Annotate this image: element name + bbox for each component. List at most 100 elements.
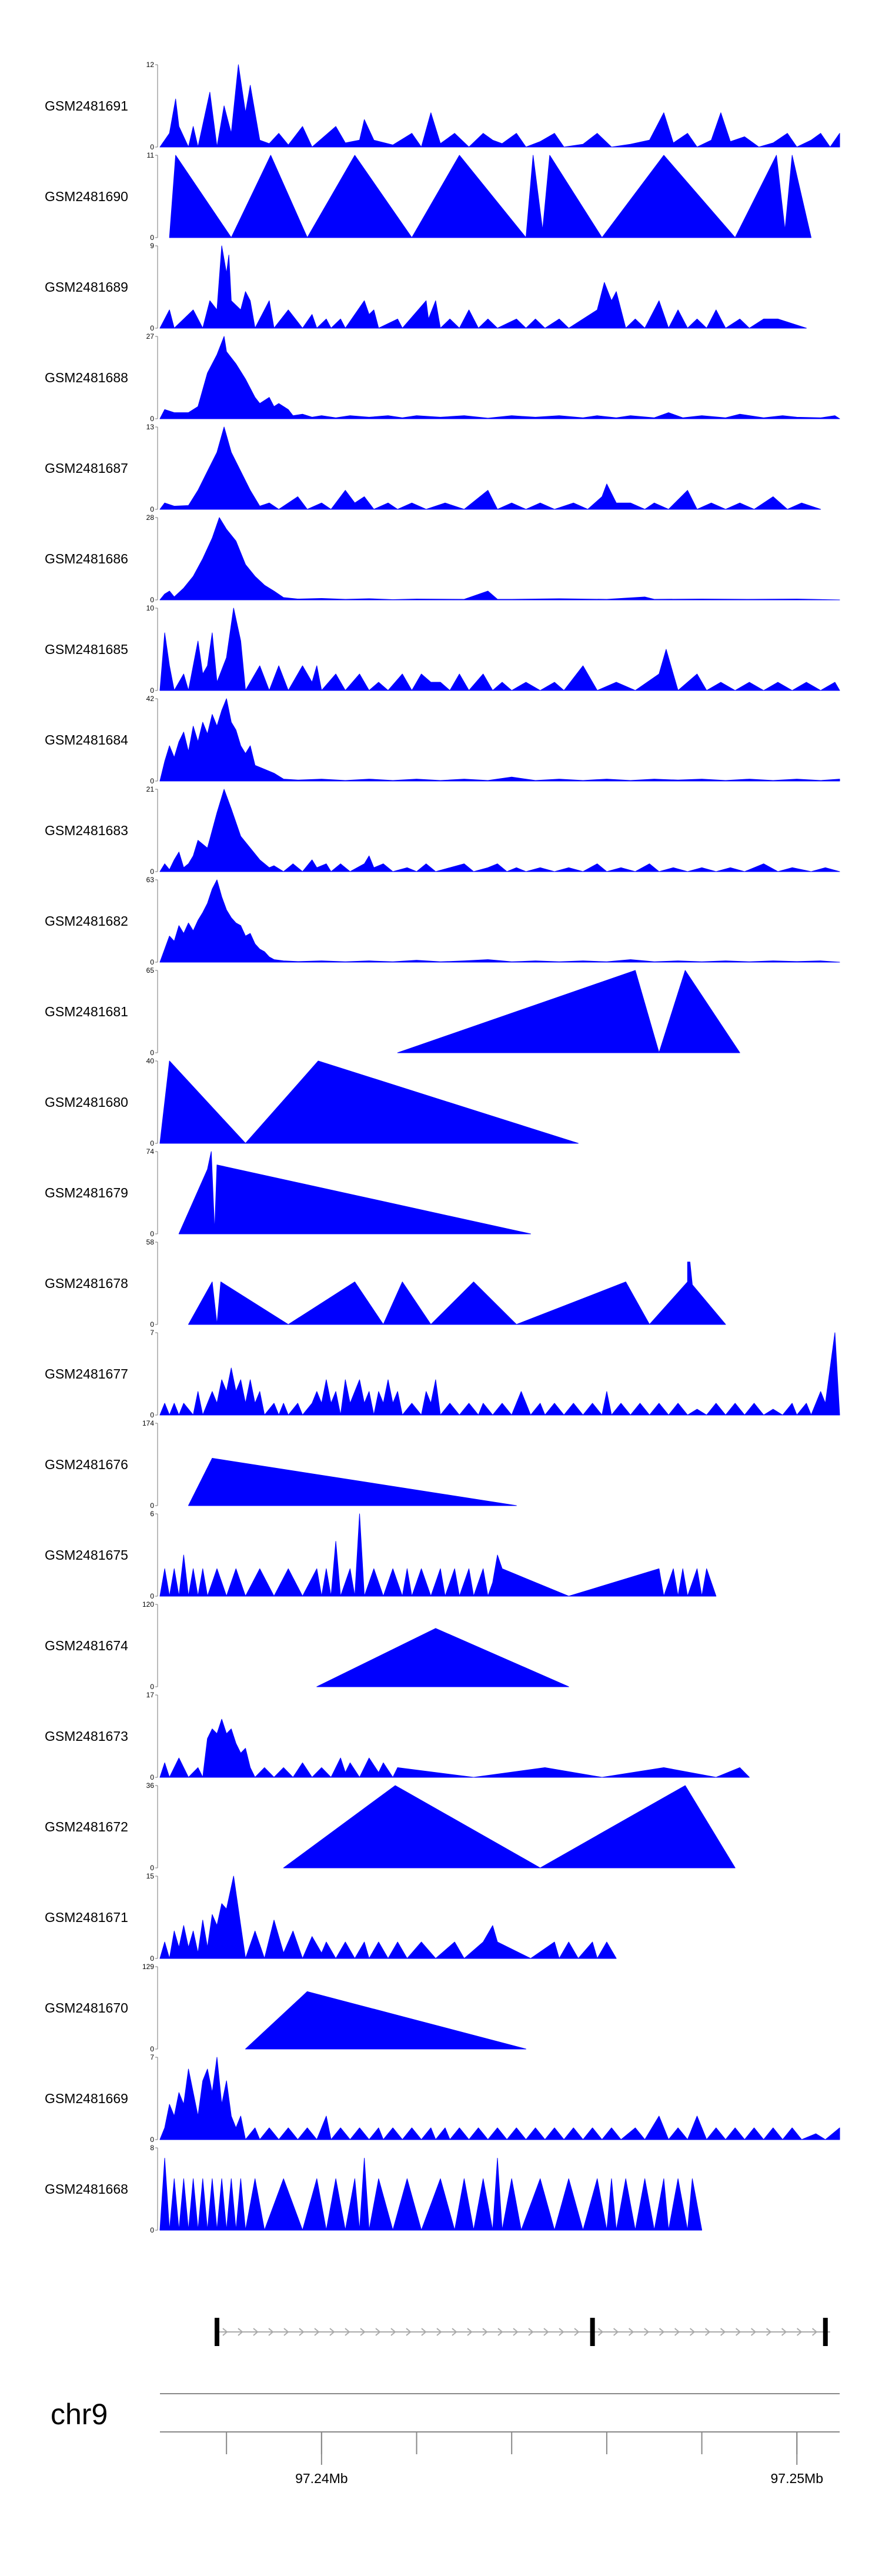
- track-label: GSM2481677: [45, 1366, 128, 1382]
- y-min-label: 0: [150, 143, 154, 151]
- y-min-label: 0: [150, 1049, 154, 1057]
- y-max-label: 7: [150, 2053, 154, 2061]
- track-label: GSM2481679: [45, 1185, 128, 1200]
- track-GSM2481669: GSM2481669 7 0: [45, 2053, 840, 2144]
- coverage-area: [159, 2158, 703, 2231]
- y-max-label: 6: [150, 1510, 154, 1518]
- y-max-label: 10: [146, 604, 155, 612]
- strand-arrow: [559, 2328, 564, 2336]
- strand-arrow: [628, 2328, 634, 2336]
- strand-arrow: [613, 2328, 619, 2336]
- y-min-label: 0: [150, 1139, 154, 1147]
- y-max-label: 12: [146, 61, 155, 69]
- coverage-tracks: GSM2481691120GSM2481690110GSM248168990GS…: [45, 61, 840, 2234]
- strand-arrow: [467, 2328, 473, 2336]
- track-GSM2481674: GSM2481674 120 0: [45, 1600, 569, 1691]
- y-min-label: 0: [150, 2226, 154, 2234]
- track-label: GSM2481683: [45, 823, 128, 838]
- y-max-label: 174: [142, 1419, 154, 1427]
- y-max-label: 17: [146, 1691, 155, 1699]
- strand-arrow: [597, 2328, 604, 2336]
- track-GSM2481677: GSM2481677 7 0: [45, 1329, 840, 1419]
- strand-arrow: [643, 2328, 650, 2336]
- track-label: GSM2481687: [45, 461, 128, 476]
- track-GSM2481673: GSM2481673 17 0: [45, 1691, 750, 1781]
- track-label: GSM2481674: [45, 1638, 128, 1653]
- coverage-area: [159, 245, 807, 329]
- y-max-label: 129: [142, 1963, 154, 1971]
- track-GSM2481668: GSM2481668 8 0: [45, 2144, 703, 2234]
- strand-arrow: [314, 2328, 320, 2336]
- track-GSM2481684: GSM2481684 42 0: [45, 695, 840, 785]
- strand-arrow: [268, 2328, 274, 2336]
- strand-arrow: [360, 2328, 366, 2336]
- track-label: GSM2481691: [45, 98, 128, 114]
- y-max-label: 13: [146, 423, 155, 431]
- y-min-label: 0: [150, 324, 154, 332]
- track-GSM2481687: GSM2481687 13 0: [45, 423, 821, 513]
- y-max-label: 65: [146, 966, 155, 975]
- y-min-label: 0: [150, 1773, 154, 1781]
- axis-tick-label: 97.25Mb: [770, 2471, 823, 2486]
- y-min-label: 0: [150, 777, 154, 785]
- strand-arrow: [750, 2328, 757, 2336]
- strand-arrow: [390, 2328, 396, 2336]
- coverage-area: [159, 879, 840, 963]
- track-label: GSM2481668: [45, 2181, 128, 2197]
- y-min-label: 0: [150, 2045, 154, 2053]
- strand-arrow: [375, 2328, 381, 2336]
- coverage-area: [283, 1785, 736, 1868]
- track-label: GSM2481671: [45, 1910, 128, 1925]
- y-max-label: 120: [142, 1600, 154, 1609]
- track-GSM2481689: GSM2481689 9 0: [45, 242, 807, 332]
- track-GSM2481681: GSM2481681 65 0: [45, 966, 740, 1057]
- y-min-label: 0: [150, 1501, 154, 1510]
- exon-block: [823, 2318, 828, 2346]
- coverage-area: [159, 426, 821, 510]
- gene-model-track: [215, 2318, 830, 2346]
- coverage-area: [159, 698, 840, 782]
- coverage-area: [159, 608, 840, 691]
- strand-arrow: [689, 2328, 696, 2336]
- track-GSM2481680: GSM2481680 40 0: [45, 1057, 579, 1147]
- track-label: GSM2481673: [45, 1729, 128, 1744]
- y-max-label: 42: [146, 695, 155, 703]
- strand-arrow: [436, 2328, 442, 2336]
- coverage-area: [397, 970, 740, 1053]
- coverage-area: [159, 517, 840, 600]
- y-min-label: 0: [150, 1683, 154, 1691]
- y-max-label: 15: [146, 1872, 155, 1880]
- track-label: GSM2481689: [45, 279, 128, 295]
- track-GSM2481685: GSM2481685 10 0: [45, 604, 840, 695]
- y-max-label: 28: [146, 513, 155, 522]
- coverage-area: [159, 1332, 840, 1416]
- coverage-area: [188, 1458, 517, 1506]
- y-min-label: 0: [150, 1592, 154, 1600]
- strand-arrow: [482, 2328, 488, 2336]
- coverage-area: [159, 1513, 717, 1597]
- coverage-area: [245, 1991, 526, 2050]
- track-GSM2481682: GSM2481682 63 0: [45, 876, 840, 966]
- strand-arrow: [574, 2328, 580, 2336]
- track-GSM2481691: GSM2481691 12 0: [45, 61, 840, 151]
- track-GSM2481672: GSM2481672 36 0: [45, 1781, 736, 1872]
- genome-axis-track: chr9 97.24Mb 97.25Mb: [51, 2393, 840, 2486]
- track-label: GSM2481680: [45, 1095, 128, 1110]
- y-min-label: 0: [150, 596, 154, 604]
- y-min-label: 0: [150, 1230, 154, 1238]
- coverage-area: [159, 1719, 750, 1778]
- strand-arrow: [238, 2328, 243, 2336]
- y-min-label: 0: [150, 867, 154, 876]
- y-min-label: 0: [150, 1320, 154, 1329]
- track-label: GSM2481682: [45, 913, 128, 929]
- strand-arrow: [497, 2328, 503, 2336]
- strand-arrow: [283, 2328, 289, 2336]
- track-GSM2481686: GSM2481686 28 0: [45, 513, 840, 604]
- coverage-area: [159, 64, 840, 148]
- strand-arrow: [811, 2328, 818, 2336]
- strand-arrow: [781, 2328, 787, 2336]
- strand-arrow: [796, 2328, 803, 2336]
- coverage-area: [159, 1876, 617, 1959]
- y-max-label: 9: [150, 242, 154, 250]
- coverage-area: [159, 2057, 840, 2140]
